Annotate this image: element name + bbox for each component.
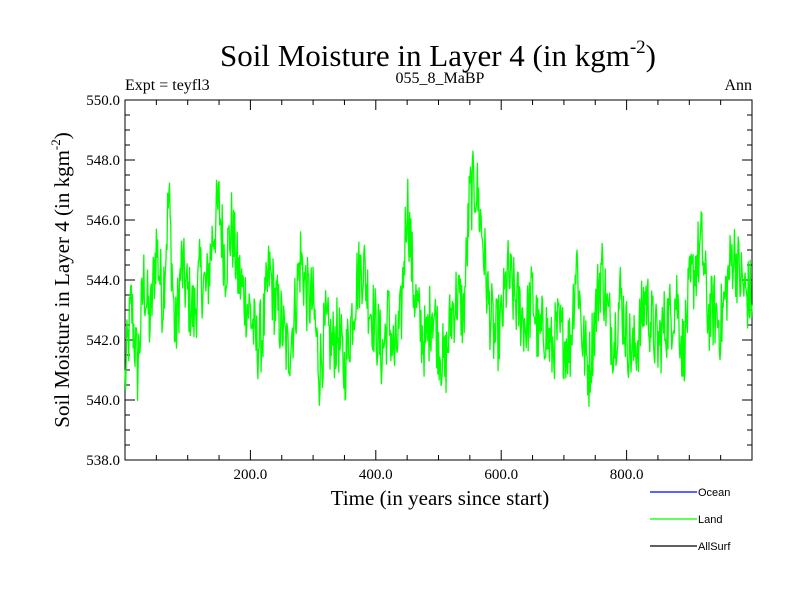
plot-frame <box>124 99 753 461</box>
subtitle-period: 055_8_MaBP <box>396 70 485 87</box>
legend-label-land: Land <box>698 514 722 526</box>
y-axis-label-superscript: -2 <box>48 139 63 150</box>
subtitle-season: Ann <box>724 77 752 94</box>
y-tick-label: 544.0 <box>86 273 120 289</box>
y-tick-label: 546.0 <box>86 213 120 229</box>
series-layer <box>124 150 753 407</box>
x-tick-label: 600.0 <box>484 467 518 483</box>
x-tick-label: 800.0 <box>610 467 644 483</box>
plot-area: 538.0 540.0 542.0 544.0 546.0 548.0 550.0 200.… <box>86 93 753 483</box>
x-axis: 200.0 400.0 600.0 800.0 <box>155 100 722 483</box>
legend-label-allsurf: AllSurf <box>698 541 731 553</box>
y-tick-label: 540.0 <box>86 393 120 409</box>
series-line-land <box>124 150 753 407</box>
subtitle-experiment: Expt = teyfl3 <box>125 77 210 94</box>
y-axis-label: Soil Moisture in Layer 4 (in kgm-2) <box>48 132 74 427</box>
legend-label-ocean: Ocean <box>698 487 730 499</box>
x-tick-label: 200.0 <box>234 467 268 483</box>
x-tick-label: 400.0 <box>359 467 393 483</box>
y-tick-label: 548.0 <box>86 153 120 169</box>
y-tick-label: 538.0 <box>86 453 120 469</box>
chart-title: Soil Moisture in Layer 4 (in kgm-2) <box>220 37 656 73</box>
y-axis: 538.0 540.0 542.0 544.0 546.0 548.0 550.0 <box>86 93 752 469</box>
y-tick-label: 542.0 <box>86 333 120 349</box>
x-axis-label: Time (in years since start) <box>331 486 550 510</box>
chart-title-superscript: -2 <box>630 37 646 58</box>
legend: Ocean Land AllSurf <box>650 487 731 553</box>
y-tick-label: 550.0 <box>86 93 120 109</box>
